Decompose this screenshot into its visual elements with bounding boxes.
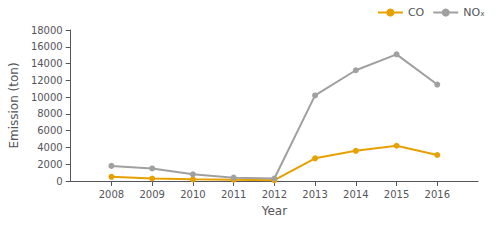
- svg-text:10000: 10000: [31, 92, 63, 103]
- svg-text:2010: 2010: [180, 189, 205, 200]
- svg-text:Year: Year: [261, 204, 287, 218]
- svg-text:Emission (ton): Emission (ton): [7, 62, 21, 148]
- svg-text:2011: 2011: [221, 189, 246, 200]
- svg-text:2016: 2016: [425, 189, 450, 200]
- svg-text:4000: 4000: [37, 142, 62, 153]
- svg-text:2012: 2012: [262, 189, 287, 200]
- svg-text:2015: 2015: [384, 189, 409, 200]
- svg-text:2009: 2009: [139, 189, 164, 200]
- svg-text:0: 0: [56, 176, 62, 187]
- svg-text:16000: 16000: [31, 41, 63, 52]
- svg-text:2013: 2013: [302, 189, 327, 200]
- svg-text:2008: 2008: [99, 189, 124, 200]
- svg-text:12000: 12000: [31, 75, 63, 86]
- svg-text:NOₓ: NOₓ: [463, 6, 485, 19]
- svg-text:8000: 8000: [37, 108, 62, 119]
- svg-text:CO: CO: [408, 6, 425, 19]
- svg-text:2000: 2000: [37, 159, 62, 170]
- svg-text:14000: 14000: [31, 58, 63, 69]
- svg-text:18000: 18000: [31, 25, 63, 36]
- svg-text:2014: 2014: [343, 189, 368, 200]
- svg-text:6000: 6000: [37, 125, 62, 136]
